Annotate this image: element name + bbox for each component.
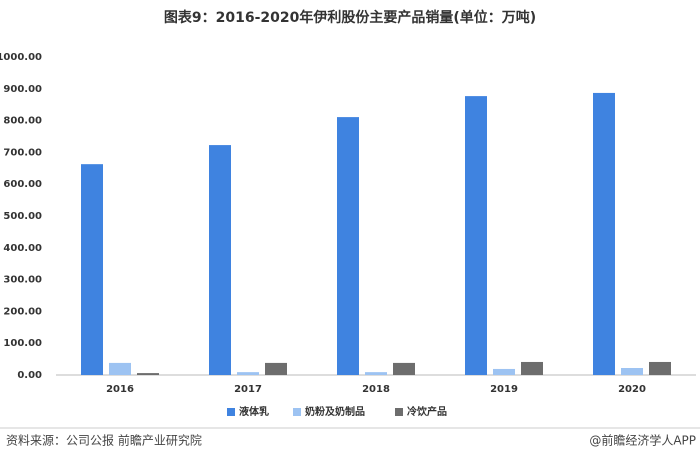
legend-label: 液体乳 [239, 405, 269, 418]
y-tick-label: 200.00 [3, 306, 42, 317]
bar [493, 368, 515, 375]
bar [237, 372, 259, 375]
legend-swatch [395, 408, 403, 416]
x-tick-label: 2018 [362, 384, 390, 395]
bar [265, 362, 287, 375]
legend-label: 冷饮产品 [407, 405, 447, 418]
x-tick-label: 2019 [490, 384, 518, 395]
legend-label: 奶粉及奶制品 [305, 405, 365, 418]
source: 资料来源：公司公报 前瞻产业研究院 [6, 433, 202, 448]
y-tick-label: 800.00 [3, 116, 42, 127]
bar [521, 361, 543, 375]
chart-title: 图表9：2016-2020年伊利股份主要产品销量(单位：万吨) [164, 9, 536, 26]
y-tick-label: 300.00 [3, 275, 42, 286]
bar [393, 362, 415, 375]
y-tick-label: 0.00 [17, 370, 42, 381]
bar [649, 361, 671, 375]
bar [621, 368, 643, 375]
bar [337, 117, 359, 376]
bar [137, 373, 159, 375]
y-tick-label: 600.00 [3, 179, 42, 190]
legend-swatch [293, 408, 301, 416]
x-tick-label: 2017 [234, 384, 262, 395]
y-tick-label: 400.00 [3, 243, 42, 254]
credit: @前瞻经济学人APP [589, 433, 696, 448]
x-tick-label: 2016 [106, 384, 134, 395]
x-tick-label: 2020 [618, 384, 646, 395]
bar [365, 372, 387, 375]
y-tick-label: 700.00 [3, 147, 42, 158]
y-tick-label: 100.00 [3, 338, 42, 349]
bar [465, 96, 487, 375]
y-tick-label: 500.00 [3, 211, 42, 222]
bar [593, 92, 615, 376]
bar [209, 145, 231, 375]
bar [81, 164, 103, 375]
bar [109, 362, 131, 375]
y-tick-label: 1000.00 [0, 52, 42, 63]
legend-swatch [227, 408, 235, 416]
y-tick-label: 900.00 [3, 84, 42, 95]
